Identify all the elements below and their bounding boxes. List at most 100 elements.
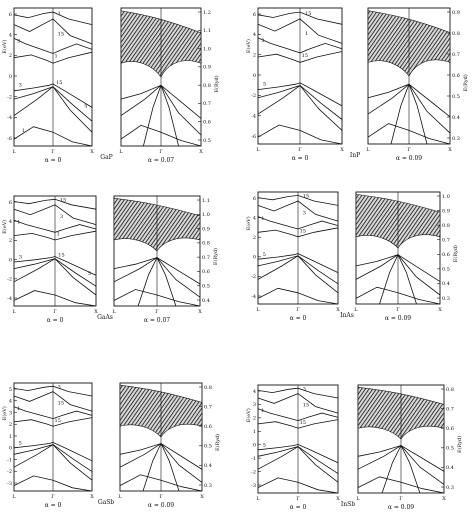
- left-plot: 5 4 3 2 1 0 -1 -2 -3 E(eV) L Γ X 3 15 1 15 5 α = 0: [1, 382, 94, 509]
- bottom-tick-label: X: [200, 494, 204, 500]
- bottom-tick-label: L: [12, 149, 16, 155]
- right-tick-label: 0.7: [202, 255, 210, 261]
- bottom-tick-label: L: [256, 147, 260, 153]
- band-label: 3: [303, 386, 306, 392]
- band-curve-5: [13, 441, 93, 462]
- valence-curve-4: [390, 84, 410, 145]
- left-tick-label: 4: [253, 32, 256, 38]
- bottom-tick-label: Γ: [296, 496, 300, 502]
- right-tick-label: 0.6: [442, 252, 450, 258]
- right-alpha-caption: α = 0.09: [396, 155, 422, 162]
- valence-curve-5: [160, 443, 180, 492]
- right-axis-label: E(Ryd): [456, 436, 463, 453]
- valence-curve-4: [137, 257, 158, 307]
- band-curve-5: [13, 256, 97, 276]
- right-plot: 1.0 0.9 0.8 0.7 0.6 0.5 0.4 0.3 E(Ryd) L Γ Xα = 0.0…: [354, 191, 459, 322]
- bottom-tick-label: Γ: [396, 307, 400, 313]
- valence-curve-5: [156, 257, 177, 307]
- band-label: 5: [263, 82, 266, 88]
- right-tick-label: 0.8: [442, 223, 450, 229]
- band-curve-5: [257, 443, 339, 464]
- right-tick-label: 0.8: [204, 385, 212, 391]
- band-curve-7: [257, 446, 339, 483]
- band-label: 1: [261, 216, 264, 222]
- valence-curve-5: [408, 84, 428, 145]
- right-plot: 0.9 0.8 0.7 0.6 0.5 0.4 0.3 E(Ryd) L Γ Xα = 0.09: [366, 7, 469, 162]
- bottom-tick-label: X: [438, 307, 442, 313]
- left-plot: 6 4 2 0 -2 -4 -6 E(eV) L Γ X 1 15 3 1 3 15 5 1 α = 0: [1, 7, 94, 164]
- left-tick-label: 0: [9, 74, 12, 80]
- left-tick-label: 4: [9, 399, 12, 405]
- left-tick-label: -6: [7, 136, 12, 142]
- left-tick-label: 3: [9, 410, 12, 416]
- right-tick-label: 0.7: [452, 52, 460, 58]
- left-tick-label: 0: [253, 443, 256, 449]
- band-curve-4: [13, 230, 97, 241]
- right-tick-label: 0.4: [446, 465, 454, 471]
- valence-curve-3: [120, 124, 202, 147]
- valence-curve-5: [397, 254, 417, 305]
- bottom-tick-label: Γ: [51, 149, 55, 155]
- right-tick-label: 0.9: [203, 65, 211, 71]
- band-curve-3: [13, 406, 93, 420]
- left-tick-label: -2: [251, 93, 256, 99]
- band-curve-8: [257, 124, 343, 145]
- left-tick-label: -2: [7, 469, 12, 475]
- bottom-tick-label: Γ: [159, 149, 163, 155]
- band-label: 15: [55, 418, 61, 424]
- material-label: InP: [350, 152, 360, 159]
- right-tick-label: 0.7: [446, 406, 454, 412]
- valence-curve-5: [400, 445, 421, 494]
- band-label: 1: [22, 128, 25, 134]
- band-curve-8: [13, 126, 93, 147]
- left-tick-label: 0: [9, 257, 12, 263]
- left-axis-label: E(eV): [245, 408, 252, 422]
- valence-curve-3: [357, 476, 445, 494]
- bottom-tick-label: Γ: [298, 147, 302, 153]
- right-tick-label: 0.8: [203, 83, 211, 89]
- right-tick-label: 0.9: [452, 10, 460, 16]
- band-label: 3: [19, 83, 22, 89]
- right-tick-label: 0.5: [202, 284, 210, 290]
- right-tick-label: 0.5: [203, 138, 211, 144]
- left-tick-label: 6: [253, 12, 256, 18]
- bottom-tick-label: X: [336, 307, 340, 313]
- band-curve-5: [257, 82, 343, 107]
- band-curve-5: [13, 83, 93, 108]
- right-tick-label: 0.6: [202, 269, 210, 275]
- material-label: GaP: [100, 154, 112, 161]
- bottom-tick-label: L: [112, 309, 116, 315]
- valence-curve-4: [379, 254, 399, 305]
- right-alpha-caption: α = 0.09: [388, 504, 414, 511]
- left-tick-label: -2: [7, 94, 12, 100]
- right-tick-label: 1.1: [203, 28, 211, 34]
- bottom-tick-label: L: [256, 307, 260, 313]
- left-plot: 6 4 2 0 -2 -4 E(eV) L Γ X 15 3 1 15 5 α = 0: [245, 191, 340, 322]
- right-tick-label: 0.4: [204, 463, 212, 469]
- left-tick-label: 6: [9, 12, 12, 18]
- right-tick-label: 0.8: [446, 387, 454, 393]
- bottom-tick-label: X: [198, 309, 202, 315]
- left-axis-label: E(eV): [1, 40, 8, 54]
- right-axis-label: E(Ryd): [462, 74, 469, 91]
- right-tick-label: 0.3: [446, 485, 454, 491]
- band-label: 3: [303, 210, 306, 216]
- band-curve-2: [257, 200, 339, 222]
- right-tick-label: 0.5: [452, 94, 460, 100]
- band-label: 3: [261, 38, 264, 44]
- left-tick-label: 2: [253, 416, 256, 422]
- bottom-tick-label: Γ: [399, 496, 403, 502]
- band-label: 15: [60, 198, 66, 204]
- bottom-tick-label: X: [199, 149, 203, 155]
- band-label: 1: [55, 54, 58, 60]
- bottom-tick-label: L: [354, 307, 358, 313]
- band-curve-1: [257, 11, 343, 25]
- valence-curve-3: [355, 286, 441, 305]
- left-tick-label: 1: [253, 429, 256, 435]
- band-label: 15: [300, 420, 306, 426]
- bottom-tick-label: Γ: [155, 309, 159, 315]
- right-tick-label: 1.0: [203, 46, 211, 52]
- valence-curve-3: [113, 289, 201, 307]
- band-curve-3: [13, 219, 97, 233]
